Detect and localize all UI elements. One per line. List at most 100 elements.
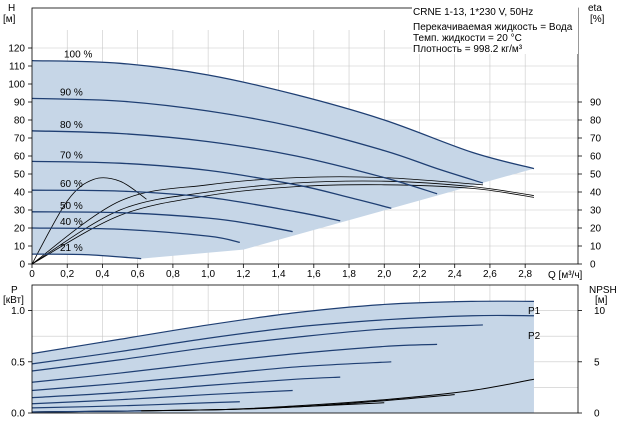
efficiency-curve (31, 180, 535, 265)
eta-tick-label: 40 (590, 188, 602, 199)
head-tick-label: 20 (14, 224, 26, 235)
head-curve-50 (31, 211, 293, 233)
power-curve (31, 361, 392, 392)
head-curve-60 (31, 189, 341, 222)
head-axis-label: H (8, 3, 15, 14)
eta-tick-label: 80 (590, 116, 602, 127)
eta-tick-label: 60 (590, 152, 602, 163)
speed-label: 90 % (60, 87, 83, 98)
head-axis-unit: [м] (3, 14, 16, 25)
power-curve (31, 324, 483, 372)
efficiency-curve (31, 177, 147, 265)
p2-series-label: P2 (528, 331, 541, 342)
flow-tick-label: 0,2 (60, 269, 74, 280)
p1-series-label: P1 (528, 306, 541, 317)
flow-tick-label: 0 (29, 269, 35, 280)
speed-label: 70 % (60, 150, 83, 161)
flow-tick-label: 1,0 (201, 269, 215, 280)
npsh-tick-label: 5 (594, 357, 600, 368)
head-curve-40 (31, 227, 240, 244)
head-curve-90 (31, 97, 484, 184)
head-tick-label: 10 (14, 242, 26, 253)
power-operating-area (32, 301, 534, 413)
flow-tick-label: 1,4 (272, 269, 286, 280)
head-tick-label: 50 (14, 170, 26, 181)
flow-x-ticks: 0 0,2 0,4 0,6 0,8 1,0 1,2 1,4 1,6 1,8 2,0 2,2 2,4 2,6… (29, 264, 533, 280)
head-curve-100 (31, 59, 535, 170)
head-speed-curves (31, 59, 535, 260)
npsh-tick-label: 0 (594, 409, 600, 420)
power-curve-p1 (31, 300, 534, 355)
speed-label: 60 % (60, 179, 83, 190)
speed-label: 50 % (60, 201, 83, 212)
npsh-axis-unit: [м] (595, 295, 608, 306)
power-npsh-chart: 0.0 0.5 1.0 0 5 10 P [кВт] NPSH [м] P1 P2 (3, 284, 617, 420)
power-tick-label: 0.5 (11, 357, 25, 368)
info-density: Плотность = 998.2 кг/м³ (413, 44, 523, 55)
info-liquid: Перекачиваемая жидкость = Вода (413, 22, 573, 33)
flow-axis-label: Q [м³/ч] (548, 270, 583, 281)
eta-tick-label: 10 (590, 242, 602, 253)
flow-tick-label: 2,4 (448, 269, 462, 280)
flow-tick-label: 2,6 (483, 269, 497, 280)
flow-tick-label: 2,0 (377, 269, 391, 280)
power-curve (31, 401, 240, 409)
power-curve-p2 (31, 314, 534, 365)
power-curve (31, 410, 142, 413)
npsh-axis-label: NPSH (589, 285, 617, 296)
flow-tick-label: 0,6 (131, 269, 145, 280)
power-plot-frame (31, 284, 579, 414)
eta-tick-label: 50 (590, 170, 602, 181)
power-tick-label: 1.0 (11, 306, 25, 317)
head-tick-label: 90 (14, 98, 26, 109)
efficiency-curve (31, 176, 483, 265)
head-plot-frame (31, 7, 579, 265)
speed-label: 100 % (64, 50, 92, 61)
head-tick-label: 40 (14, 188, 26, 199)
info-temperature: Темп. жидкости = 20 °C (413, 33, 522, 44)
speed-label: 80 % (60, 120, 83, 131)
flow-tick-label: 1,6 (307, 269, 321, 280)
head-chart: 100 % 90 % 80 % 70 % 60 % 50 % 40 % 21 % 0 10 20 3… (3, 3, 605, 281)
speed-labels: 100 % 90 % 80 % 70 % 60 % 50 % 40 % 21 % (60, 50, 92, 255)
speed-label: 21 % (60, 243, 83, 254)
power-grid (31, 285, 578, 414)
npsh-y-ticks: 0 5 10 (578, 306, 606, 420)
flow-tick-label: 1,8 (342, 269, 356, 280)
head-curve-70 (31, 160, 392, 209)
head-tick-label: 120 (8, 44, 25, 55)
head-operating-area (32, 60, 534, 259)
flow-tick-label: 2,8 (518, 269, 532, 280)
head-y-ticks: 0 10 20 30 40 50 60 70 80 90 100 110 120 (8, 44, 32, 271)
power-axis-label: P (11, 285, 18, 296)
head-tick-label: 70 (14, 134, 26, 145)
info-box: CRNE 1-13, 1*230 V, 50Hz Перекачиваемая … (412, 6, 578, 55)
efficiency-curve (31, 184, 535, 265)
power-curve (31, 376, 341, 399)
power-tick-label: 0.0 (11, 409, 25, 420)
power-y-ticks: 0.0 0.5 1.0 (11, 306, 32, 420)
power-curve (31, 343, 438, 383)
eta-y-ticks: 0 10 20 30 40 50 60 70 80 90 (578, 98, 602, 271)
power-curves (31, 300, 534, 413)
pump-title: CRNE 1-13, 1*230 V, 50Hz (413, 7, 533, 18)
head-tick-label: 30 (14, 206, 26, 217)
head-curve-21 (31, 253, 142, 260)
eta-tick-label: 30 (590, 206, 602, 217)
eta-tick-label: 70 (590, 134, 602, 145)
eta-tick-label: 0 (590, 260, 596, 271)
flow-tick-label: 1,2 (236, 269, 250, 280)
head-curve-80 (31, 130, 438, 195)
head-tick-label: 80 (14, 116, 26, 127)
eta-tick-label: 20 (590, 224, 602, 235)
efficiency-curves (31, 176, 535, 265)
flow-tick-label: 0,8 (166, 269, 180, 280)
eta-tick-label: 90 (590, 98, 602, 109)
speed-label: 40 % (60, 217, 83, 228)
flow-tick-label: 0,4 (95, 269, 109, 280)
eta-axis-label: eta (588, 3, 602, 14)
eta-axis-unit: [%] (590, 14, 605, 25)
power-curve (31, 389, 293, 405)
head-tick-label: 60 (14, 152, 26, 163)
